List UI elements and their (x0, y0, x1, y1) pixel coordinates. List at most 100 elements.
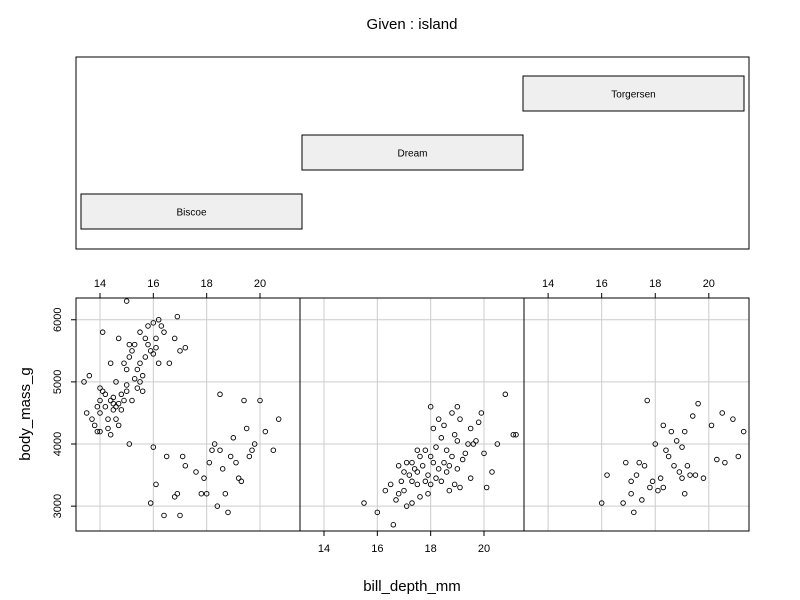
data-point (131, 376, 138, 382)
data-point (427, 481, 434, 488)
data-point (722, 459, 728, 466)
data-point (628, 490, 634, 497)
data-point (107, 360, 114, 366)
data-point (99, 329, 106, 335)
data-point (414, 481, 421, 488)
data-point (414, 447, 421, 453)
data-point (623, 459, 629, 466)
data-point (510, 431, 517, 438)
data-point (644, 397, 650, 404)
data-point (113, 379, 119, 385)
data-point (233, 459, 239, 466)
data-point (147, 500, 154, 506)
data-point (182, 344, 189, 351)
data-point (131, 341, 138, 348)
data-point (222, 490, 229, 497)
data-point (395, 463, 402, 469)
data-point (419, 463, 426, 469)
data-point (660, 484, 667, 491)
data-point (395, 490, 402, 497)
x-tick-label: 14 (542, 278, 554, 290)
data-point (451, 481, 458, 488)
x-tick-label: 16 (596, 278, 608, 290)
y-tick-label: 3000 (52, 494, 64, 518)
data-point (454, 466, 461, 472)
data-point (145, 323, 151, 329)
data-point (110, 394, 117, 401)
data-point (97, 385, 103, 391)
data-point (401, 487, 407, 494)
data-point (198, 490, 205, 497)
data-point (126, 441, 133, 447)
data-point (633, 472, 640, 478)
data-point (459, 456, 466, 463)
data-point (411, 466, 418, 472)
data-point (83, 410, 90, 416)
data-point (225, 509, 231, 516)
data-point (427, 403, 434, 410)
data-point (481, 450, 487, 457)
x-tick-label: 18 (425, 543, 437, 555)
data-point (438, 478, 445, 485)
data-point (451, 431, 458, 438)
data-point (687, 472, 693, 478)
x-tick-label: 20 (703, 278, 715, 290)
given-strip-label: Biscoe (176, 208, 206, 219)
data-point (249, 447, 255, 453)
data-point (150, 320, 157, 326)
data-point (193, 469, 199, 475)
data-point (123, 366, 130, 373)
data-point (246, 453, 253, 460)
x-tick-label: 14 (318, 543, 330, 555)
x-axis-title: bill_depth_mm (363, 578, 461, 595)
data-point (433, 444, 439, 450)
data-point (206, 459, 213, 466)
data-point (454, 438, 461, 444)
data-point (102, 391, 109, 398)
x-tick-label: 18 (649, 278, 661, 290)
panel-frame (299, 297, 525, 532)
data-point (214, 503, 221, 509)
data-point (137, 329, 143, 335)
data-point (145, 341, 151, 348)
data-point (115, 335, 122, 342)
data-point (430, 425, 437, 432)
data-point (475, 419, 482, 426)
data-point (422, 447, 429, 453)
data-point (163, 453, 170, 460)
data-point (115, 422, 122, 429)
data-point (403, 503, 410, 509)
x-tick-label: 20 (478, 543, 490, 555)
data-point (121, 397, 127, 404)
data-point (417, 494, 423, 500)
data-point (409, 459, 415, 466)
given-strip (522, 75, 745, 112)
data-point (441, 459, 447, 466)
data-point (89, 416, 95, 422)
data-point (652, 441, 659, 447)
data-point (201, 475, 207, 481)
data-point (462, 450, 469, 457)
data-point (182, 463, 189, 469)
x-tick-label: 18 (201, 278, 213, 290)
data-point (102, 403, 109, 410)
data-point (435, 416, 442, 422)
data-point (238, 478, 245, 485)
data-point (390, 522, 397, 528)
data-point (113, 403, 119, 410)
data-point (740, 428, 747, 435)
data-point (401, 469, 407, 475)
data-point (174, 490, 181, 497)
data-point (435, 466, 442, 472)
data-point (494, 441, 501, 447)
data-point (393, 497, 399, 503)
data-point (406, 472, 413, 478)
data-point (97, 397, 103, 404)
data-point (243, 425, 250, 432)
scatter-panel (523, 297, 750, 532)
data-point (142, 354, 149, 360)
data-point (457, 484, 463, 491)
given-strip (301, 134, 524, 171)
data-point (137, 379, 143, 385)
data-point (107, 431, 114, 438)
